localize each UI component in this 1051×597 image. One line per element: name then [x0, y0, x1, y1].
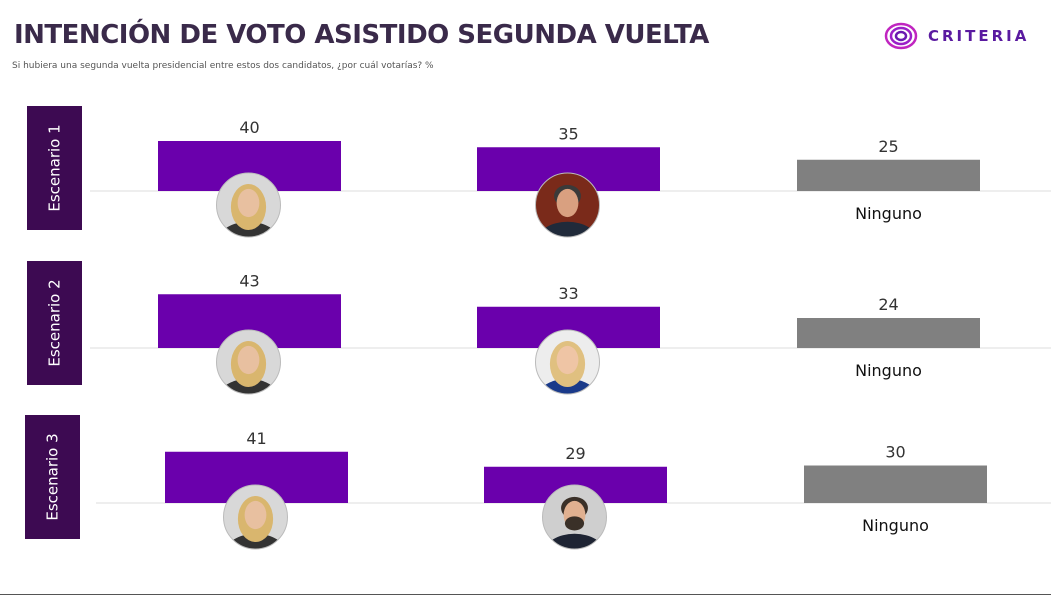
scenario-3: Escenario 3 41 29 30 Ninguno — [25, 415, 1051, 550]
scenario-2: Escenario 2 43 33 24 Ninguno — [27, 261, 1051, 395]
bar-ninguno — [797, 318, 980, 348]
bar-ninguno — [797, 159, 980, 191]
logo-text: CRITERIA — [928, 27, 1030, 45]
category-label-ninguno: Ninguno — [862, 516, 929, 535]
candidate-blonde-woman-photo — [216, 330, 281, 394]
data-label: 43 — [239, 271, 259, 290]
candidate-man-suit-photo — [535, 173, 600, 237]
bar-ninguno — [804, 465, 987, 503]
category-label-ninguno: Ninguno — [855, 204, 922, 223]
scenario-label-box — [27, 106, 82, 230]
data-label: 25 — [878, 137, 898, 156]
data-label: 33 — [558, 284, 578, 303]
candidate-blonde-woman-2-photo — [535, 330, 600, 394]
page-title: INTENCIÓN DE VOTO ASISTIDO SEGUNDA VUELT… — [14, 20, 709, 50]
data-label: 29 — [565, 444, 585, 463]
scenario-label-box — [27, 261, 82, 385]
scenario-label: Escenario 2 — [46, 279, 64, 366]
criteria-logo: CRITERIA — [884, 20, 1029, 52]
scenario-1: Escenario 1 40 35 25 Ninguno — [27, 106, 1051, 238]
scenario-label-box — [25, 415, 80, 539]
scenario-label: Escenario 3 — [44, 433, 62, 520]
data-label: 40 — [239, 118, 259, 137]
scenario-label: Escenario 1 — [46, 124, 64, 211]
candidate-man-beard-photo — [542, 485, 607, 549]
data-label: 41 — [246, 429, 266, 448]
footer-divider — [0, 594, 1051, 595]
category-label-ninguno: Ninguno — [855, 361, 922, 380]
criteria-logo-icon — [884, 22, 918, 50]
data-label: 30 — [885, 443, 905, 462]
candidate-blonde-woman-photo — [223, 485, 288, 549]
page-subtitle: Si hubiera una segunda vuelta presidenci… — [12, 61, 434, 71]
data-label: 24 — [878, 295, 898, 314]
data-label: 35 — [558, 124, 578, 143]
candidate-blonde-woman-photo — [216, 173, 281, 237]
